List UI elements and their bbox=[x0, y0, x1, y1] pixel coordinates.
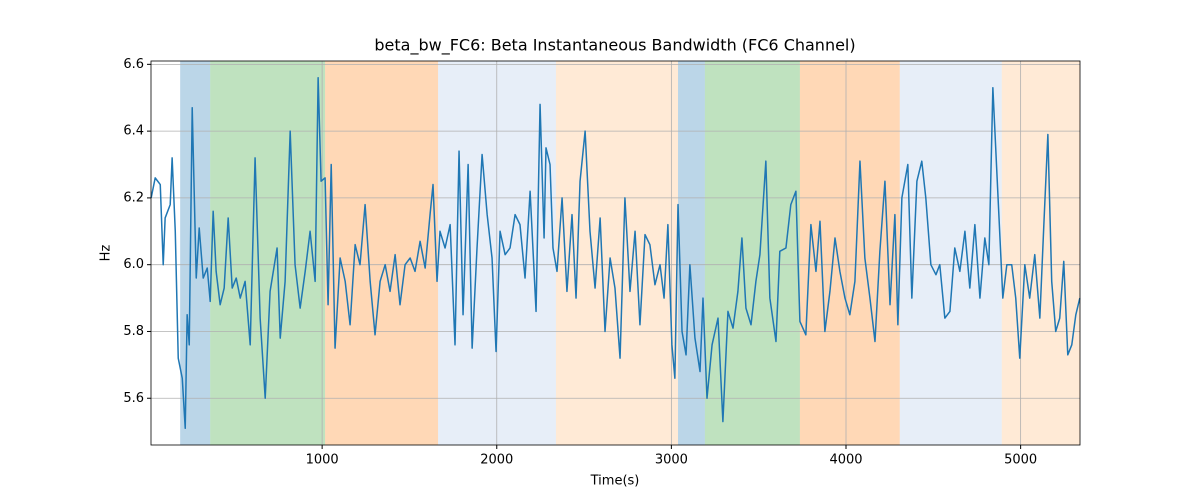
span bbox=[325, 61, 439, 445]
y-axis-label: Hz bbox=[99, 245, 114, 262]
x-tick-label: 4000 bbox=[829, 453, 862, 468]
x-tick-label: 1000 bbox=[306, 453, 339, 468]
y-tick-label: 6.6 bbox=[123, 57, 144, 72]
span bbox=[1001, 61, 1080, 445]
x-tick-label: 2000 bbox=[480, 453, 513, 468]
span bbox=[555, 61, 679, 445]
span bbox=[899, 61, 1002, 445]
span bbox=[799, 61, 900, 445]
span bbox=[678, 61, 705, 445]
data-line bbox=[150, 76, 1081, 430]
y-tick-label: 5.8 bbox=[123, 324, 144, 339]
span bbox=[704, 61, 800, 445]
y-tick-label: 6.2 bbox=[123, 190, 144, 205]
chart-title: beta_bw_FC6: Beta Instantaneous Bandwidt… bbox=[374, 36, 855, 56]
x-tick-label: 3000 bbox=[655, 453, 688, 468]
x-axis-label: Time(s) bbox=[590, 474, 640, 489]
x-tick-label: 5000 bbox=[1004, 453, 1037, 468]
span bbox=[210, 61, 326, 445]
plot-frame bbox=[150, 60, 1081, 446]
y-tick-label: 5.6 bbox=[123, 391, 144, 406]
y-tick-label: 6.0 bbox=[123, 257, 144, 272]
y-tick-label: 6.4 bbox=[123, 124, 144, 139]
